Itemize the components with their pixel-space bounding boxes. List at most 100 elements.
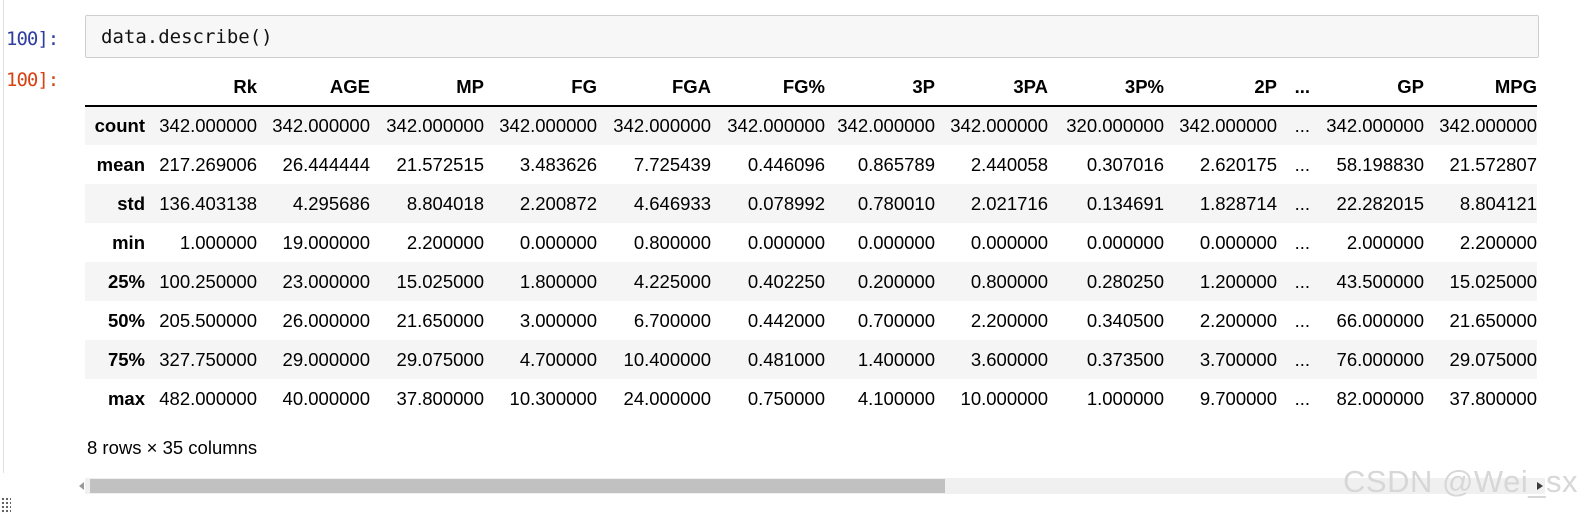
cell: 0.000000	[1086, 231, 1164, 253]
cell: 21.572515	[396, 153, 484, 175]
output-prompt: 100]:	[6, 69, 59, 91]
cell: ...	[1294, 309, 1310, 331]
row-label: std	[117, 192, 145, 214]
cell: 21.650000	[396, 309, 484, 331]
column-header: Rk	[145, 68, 257, 107]
cell: 3.000000	[519, 309, 597, 331]
cell: 0.280250	[1086, 270, 1164, 292]
cell: 342.000000	[499, 115, 597, 136]
cell: 2.200000	[406, 231, 484, 253]
cell: 7.725439	[633, 153, 711, 175]
cell: 15.025000	[396, 270, 484, 292]
cell: 0.780010	[857, 192, 935, 214]
cell: 23.000000	[282, 270, 370, 292]
column-header: MPG	[1424, 68, 1537, 107]
cell: 0.307016	[1086, 153, 1164, 175]
cell: 0.800000	[633, 231, 711, 253]
cell: 29.000000	[282, 348, 370, 370]
cell: 342.000000	[837, 115, 935, 136]
cell: 0.134691	[1086, 192, 1164, 214]
cell: 21.650000	[1449, 309, 1537, 331]
table-shape-summary: 8 rows × 35 columns	[87, 437, 258, 458]
column-header: ...	[1277, 68, 1310, 107]
cell: 482.000000	[159, 387, 257, 409]
cell: 82.000000	[1336, 387, 1424, 409]
header-row: Rk AGE MP FG FGA FG% 3P 3PA 3P% 2P... GP MPG	[85, 68, 1537, 107]
scrollbar-thumb[interactable]	[90, 479, 945, 493]
cell: 0.000000	[970, 231, 1048, 253]
cell: 40.000000	[282, 387, 370, 409]
cell: 19.000000	[282, 231, 370, 253]
scroll-left-arrow-icon	[79, 482, 84, 490]
cell: 1.800000	[519, 270, 597, 292]
cell: 6.700000	[633, 309, 711, 331]
cell: 1.000000	[1086, 387, 1164, 409]
cell: 26.000000	[282, 309, 370, 331]
output-area: Rk AGE MP FG FGA FG% 3P 3PA 3P% 2P... GP MPG count 34…	[85, 68, 1537, 418]
code-cell[interactable]: data.describe()	[85, 15, 1539, 58]
cell: 0.000000	[747, 231, 825, 253]
cell: 0.800000	[970, 270, 1048, 292]
cell: 100.250000	[159, 270, 257, 292]
column-header: GP	[1310, 68, 1424, 107]
cell: 0.402250	[747, 270, 825, 292]
cell: 26.444444	[282, 153, 370, 175]
horizontal-scrollbar[interactable]	[79, 478, 1546, 494]
row-label: min	[112, 231, 145, 253]
row-label: count	[94, 115, 145, 136]
cell: 37.800000	[1449, 387, 1537, 409]
notebook-left-border	[3, 0, 4, 473]
cell: 4.295686	[292, 192, 370, 214]
cell: 10.300000	[509, 387, 597, 409]
scroll-right-arrow-icon	[1537, 482, 1543, 490]
cell: 342.000000	[1179, 115, 1277, 136]
cell: 10.400000	[623, 348, 711, 370]
describe-table: Rk AGE MP FG FGA FG% 3P 3PA 3P% 2P... GP MPG count 34…	[85, 68, 1537, 418]
column-header: 3P	[825, 68, 935, 107]
cell: 0.700000	[857, 309, 935, 331]
table-row: 75% 327.750000 29.000000 29.075000 4.700000 1…	[85, 340, 1537, 379]
resize-grip-icon[interactable]	[0, 496, 11, 513]
row-label: 25%	[107, 270, 145, 292]
cell: 0.200000	[857, 270, 935, 292]
table-row: min 1.000000 19.000000 2.200000 0.000000 0.80…	[85, 223, 1537, 262]
cell: 3.700000	[1199, 348, 1277, 370]
cell: 2.200872	[519, 192, 597, 214]
cell: 37.800000	[396, 387, 484, 409]
table-row: count 342.000000 342.000000 342.000000 342.0…	[85, 106, 1537, 145]
cell: 22.282015	[1336, 192, 1424, 214]
cell: 1.400000	[857, 348, 935, 370]
scroll-left-button[interactable]	[76, 478, 88, 494]
cell: 4.700000	[519, 348, 597, 370]
cell: 342.000000	[727, 115, 825, 136]
column-header: FG%	[711, 68, 825, 107]
column-header: 2P	[1164, 68, 1277, 107]
cell: 29.075000	[396, 348, 484, 370]
cell: 2.620175	[1199, 153, 1277, 175]
cell: 2.000000	[1346, 231, 1424, 253]
cell: 342.000000	[1439, 115, 1537, 136]
cell: 58.198830	[1336, 153, 1424, 175]
row-label: mean	[96, 153, 145, 175]
code-text[interactable]: data.describe()	[101, 25, 273, 48]
cell: 342.000000	[613, 115, 711, 136]
table-row: mean 217.269006 26.444444 21.572515 3.483626…	[85, 145, 1537, 184]
cell: 2.200000	[1199, 309, 1277, 331]
cell: 136.403138	[159, 192, 257, 214]
cell: 4.225000	[633, 270, 711, 292]
column-header: 3P%	[1048, 68, 1164, 107]
cell: 0.481000	[747, 348, 825, 370]
cell: 29.075000	[1449, 348, 1537, 370]
table-row: 25% 100.250000 23.000000 15.025000 1.800000 4…	[85, 262, 1537, 301]
scroll-right-button[interactable]	[1534, 478, 1546, 494]
cell: 1.828714	[1199, 192, 1277, 214]
cell: ...	[1294, 153, 1310, 175]
cell: ...	[1294, 192, 1310, 214]
row-label: 75%	[107, 348, 145, 370]
cell: 0.078992	[747, 192, 825, 214]
cell: 342.000000	[159, 115, 257, 136]
cell: ...	[1294, 115, 1310, 136]
column-header: FG	[484, 68, 597, 107]
input-prompt: 100]:	[6, 28, 59, 50]
cell: 66.000000	[1336, 309, 1424, 331]
